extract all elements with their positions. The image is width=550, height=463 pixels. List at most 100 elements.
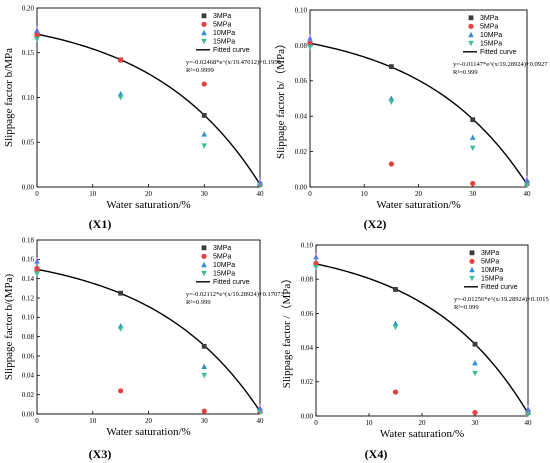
panel-label: (X2)	[364, 217, 387, 231]
y-tick-label: 0.06	[295, 77, 308, 85]
y-tick-label: 0.10	[301, 241, 314, 249]
legend-marker	[469, 275, 475, 282]
legend-label: 15MPa	[480, 41, 502, 48]
x-tick-label: 0	[35, 190, 39, 198]
x-axis-title: Water saturation/%	[380, 428, 464, 440]
legend-label: 15MPa	[213, 271, 235, 278]
endpoint-markers	[309, 34, 528, 183]
y-tick-label: 0.20	[22, 4, 35, 12]
series-10mpa	[307, 35, 530, 183]
fitted-curve	[315, 263, 529, 414]
x-axis-title: Water saturation/%	[376, 199, 460, 211]
y-tick-label: 0.02	[301, 378, 314, 386]
legend-marker	[469, 258, 475, 264]
chart-panel-3: 0 10 20 30 40 0.00 0.02 0.04 0.06 0.08 0.10 0.12 0.1…	[3, 236, 284, 461]
fit-r-squared: R²=0.999	[186, 299, 211, 306]
data-point	[392, 389, 399, 395]
data-point	[117, 95, 124, 101]
series-15mpa	[34, 271, 263, 416]
x-tick-label: 10	[89, 190, 97, 198]
legend-marker	[469, 250, 475, 256]
legend-label: 5MPa	[213, 254, 231, 261]
y-tick-label: 0.06	[22, 352, 35, 360]
fitted-curve	[36, 33, 261, 185]
chart-panel-1: 0 10 20 30 40 0.00 0.05 0.10 0.15 0.20 Water satur…	[3, 4, 281, 231]
data-point	[34, 32, 40, 38]
x-tick-label: 10	[89, 417, 97, 425]
fit-equation: y=-0.02112*e^(x/19.28924)+0.17073	[186, 291, 284, 298]
series-5mpa	[34, 32, 263, 187]
y-tick-label: 0.02	[295, 148, 308, 156]
endpoint-markers	[315, 252, 529, 413]
y-tick-label: 0.10	[22, 314, 35, 322]
series-5mpa	[34, 266, 263, 414]
legend-label: 10MPa	[213, 262, 235, 269]
y-tick-label: 0.16	[22, 256, 35, 264]
legend-label: 5MPa	[481, 259, 499, 266]
x-tick-label: 30	[201, 417, 209, 425]
y-tick-label: 0.08	[22, 333, 35, 341]
y-tick-label: 0.04	[301, 344, 314, 352]
panel-label: (X4)	[365, 447, 388, 461]
endpoint-markers	[36, 257, 261, 412]
data-point	[117, 90, 124, 97]
legend-marker	[201, 38, 207, 45]
data-point	[34, 266, 40, 272]
x-tick-label: 20	[419, 419, 427, 427]
data-point	[201, 113, 207, 118]
legend-label: Fitted curve	[480, 49, 517, 56]
x-tick-label: 30	[469, 190, 477, 198]
fit-equation: y=-0.02468*e^(x/19.47012)+0.1955	[186, 59, 281, 66]
legend-label: 3MPa	[480, 15, 498, 22]
legend-label: 5MPa	[213, 22, 231, 29]
y-tick-label: 0.08	[301, 276, 314, 284]
legend-marker	[201, 261, 207, 268]
y-tick-label: 0.12	[22, 294, 35, 302]
chart-panel-2: 0 10 20 30 40 0.00 0.02 0.04 0.06 0.08 0.10 Water s…	[274, 6, 548, 231]
fitted-curve	[309, 42, 528, 185]
y-axis-title: Slippage factor b/MPa	[3, 48, 15, 147]
legend-marker	[468, 23, 474, 29]
endpoint-markers	[36, 26, 261, 186]
y-tick-label: 0.00	[22, 410, 35, 418]
legend-label: 5MPa	[480, 24, 498, 31]
data-point	[34, 271, 40, 277]
y-tick-label: 0.10	[295, 6, 308, 14]
y-tick-label: 0.00	[295, 183, 308, 191]
x-tick-label: 20	[145, 190, 153, 198]
series-15mpa	[313, 264, 531, 418]
x-tick-label: 20	[145, 417, 153, 425]
legend-marker	[201, 253, 207, 259]
x-axis-title: Water saturation/%	[106, 199, 190, 211]
y-axis-title: Slippage factor b/（MPa）	[274, 38, 287, 159]
data-point	[307, 44, 313, 51]
fit-r-squared: R²=0.9999	[186, 67, 214, 74]
legend-label: 3MPa	[213, 245, 231, 252]
legend-marker	[468, 31, 474, 38]
legend-label: Fitted curve	[213, 279, 250, 286]
x-tick-label: 20	[415, 190, 423, 198]
x-tick-label: 10	[361, 190, 369, 198]
data-point	[201, 343, 207, 349]
legend-marker	[201, 245, 207, 251]
y-tick-label: 0.04	[22, 372, 35, 380]
legend-label: 10MPa	[480, 32, 502, 39]
fit-equation: y=-0.01256*e^(x/19.28924)+0.1015	[454, 296, 549, 303]
y-tick-label: 0.10	[22, 94, 35, 102]
panel-label: (X1)	[89, 217, 112, 231]
data-point	[525, 411, 531, 418]
y-tick-label: 0.18	[22, 236, 35, 244]
fit-equation: y=-0.01147*e^(x/19.28924)+0.0927	[453, 61, 548, 68]
series-3mpa	[34, 32, 263, 187]
data-point	[313, 264, 319, 271]
y-tick-label: 0.05	[22, 139, 35, 147]
data-point	[469, 134, 476, 140]
legend-marker	[201, 21, 207, 27]
x-tick-label: 0	[314, 419, 318, 427]
data-point	[201, 372, 208, 379]
data-point	[472, 409, 478, 416]
